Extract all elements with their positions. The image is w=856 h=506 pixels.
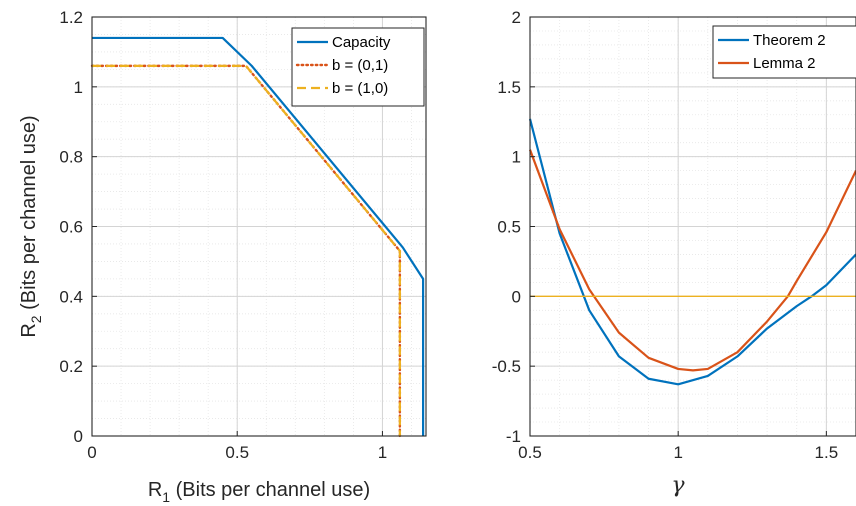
panel-right: 0.5 1 1.5 -1 -0.5 0 0.5 1 1.5 2 γ Theorem 2 Lemma 2 [492, 8, 856, 498]
legend-box [712, 25, 856, 79]
y-tick-label: 0.5 [497, 218, 521, 237]
legend-label: Capacity [332, 34, 391, 51]
panel-left: 0 0.5 1 0 0.2 0.4 0.6 0.8 1 1.2 R1 (Bits per chann… [18, 8, 427, 505]
legend-label: Lemma 2 [753, 55, 816, 72]
y-tick-label: 0.4 [59, 287, 83, 306]
series-group [528, 118, 856, 386]
x-tick-label: 1 [673, 443, 682, 462]
x-tick-label: 0 [87, 443, 96, 462]
y-tick-label: -1 [506, 427, 521, 446]
y-tick-label: -0.5 [492, 357, 521, 376]
x-axis-label: R1 (Bits per channel use) [148, 479, 370, 505]
y-tick-label: 1 [512, 148, 521, 167]
series-line-b-1-0- [92, 64, 401, 436]
legend: Capacity b = (0,1) b = (1,0) [291, 27, 425, 107]
y-tick-label: 0.8 [59, 148, 83, 167]
series-line-capacity [92, 36, 425, 436]
y-tick-label: 0.2 [59, 357, 83, 376]
legend-label: Theorem 2 [753, 32, 826, 49]
y-axis-label: R2 (Bits per channel use) [18, 115, 44, 337]
x-tick-label: 0.5 [518, 443, 542, 462]
x-tick-label: 1 [378, 443, 387, 462]
y-tick-label: 1.2 [59, 8, 83, 27]
legend: Theorem 2 Lemma 2 [712, 25, 856, 79]
x-tick-label: 0.5 [225, 443, 249, 462]
legend-label: b = (0,1) [332, 57, 388, 74]
y-tick-label: 1 [74, 78, 83, 97]
y-tick-label: 0 [512, 287, 521, 306]
series-group [90, 36, 425, 438]
y-tick-label: 2 [512, 8, 521, 27]
x-tick-label: 1.5 [815, 443, 839, 462]
y-tick-label: 1.5 [497, 78, 521, 97]
x-axis-label: γ [671, 473, 685, 498]
y-tick-label: 0 [74, 427, 83, 446]
legend-label: b = (1,0) [332, 80, 388, 97]
y-tick-label: 0.6 [59, 218, 83, 237]
